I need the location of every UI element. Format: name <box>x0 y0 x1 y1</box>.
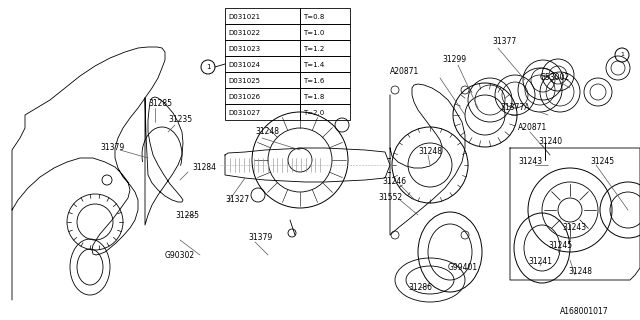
Text: 31248: 31248 <box>568 268 592 276</box>
Bar <box>300 72 350 88</box>
Bar <box>225 8 300 24</box>
Text: 31245: 31245 <box>590 157 614 166</box>
Bar <box>300 56 350 72</box>
Text: D031023: D031023 <box>228 46 260 52</box>
Text: 31235: 31235 <box>168 116 192 124</box>
Text: T=1.6: T=1.6 <box>303 78 324 84</box>
Text: T=2.0: T=2.0 <box>303 110 324 116</box>
Bar <box>225 56 300 72</box>
Text: 31284: 31284 <box>192 164 216 172</box>
Bar <box>300 40 350 56</box>
Text: 31243: 31243 <box>518 157 542 166</box>
Text: 31285: 31285 <box>148 99 172 108</box>
Text: 31245: 31245 <box>548 241 572 250</box>
Text: D031025: D031025 <box>228 78 260 84</box>
Text: T=1.8: T=1.8 <box>303 94 324 100</box>
Text: 31377A: 31377A <box>500 103 529 113</box>
Text: 31379: 31379 <box>100 143 124 153</box>
Text: 31377: 31377 <box>492 37 516 46</box>
Text: D031026: D031026 <box>228 94 260 100</box>
Text: A168001017: A168001017 <box>560 308 609 316</box>
Text: T=1.4: T=1.4 <box>303 62 324 68</box>
Text: T=0.8: T=0.8 <box>303 14 324 20</box>
Text: D031027: D031027 <box>228 110 260 116</box>
Text: 31248: 31248 <box>255 127 279 137</box>
Text: 31285: 31285 <box>175 211 199 220</box>
Text: 31327: 31327 <box>225 196 249 204</box>
Text: 1: 1 <box>205 64 211 70</box>
Bar <box>300 104 350 120</box>
Text: G90302: G90302 <box>165 251 195 260</box>
Text: 31299: 31299 <box>442 55 466 65</box>
Bar <box>300 88 350 104</box>
Text: 31246: 31246 <box>382 178 406 187</box>
Text: D031021: D031021 <box>228 14 260 20</box>
Text: 31241: 31241 <box>528 258 552 267</box>
Text: G99401: G99401 <box>448 263 478 273</box>
Text: 1: 1 <box>620 52 624 58</box>
Bar <box>225 24 300 40</box>
Text: 31240: 31240 <box>538 138 562 147</box>
Text: 31248: 31248 <box>418 148 442 156</box>
Text: A20871: A20871 <box>518 124 547 132</box>
Bar <box>225 88 300 104</box>
Text: 31379: 31379 <box>248 234 272 243</box>
Text: 31552: 31552 <box>378 194 402 203</box>
Text: 31243: 31243 <box>562 223 586 233</box>
Text: G53002: G53002 <box>540 74 570 83</box>
Text: T=1.2: T=1.2 <box>303 46 324 52</box>
Bar <box>225 72 300 88</box>
Text: A20871: A20871 <box>390 68 419 76</box>
Text: T=1.0: T=1.0 <box>303 30 324 36</box>
Text: D031024: D031024 <box>228 62 260 68</box>
Text: D031022: D031022 <box>228 30 260 36</box>
Bar <box>225 40 300 56</box>
Bar <box>300 8 350 24</box>
Text: 31286: 31286 <box>408 284 432 292</box>
Bar <box>300 24 350 40</box>
Bar <box>225 104 300 120</box>
